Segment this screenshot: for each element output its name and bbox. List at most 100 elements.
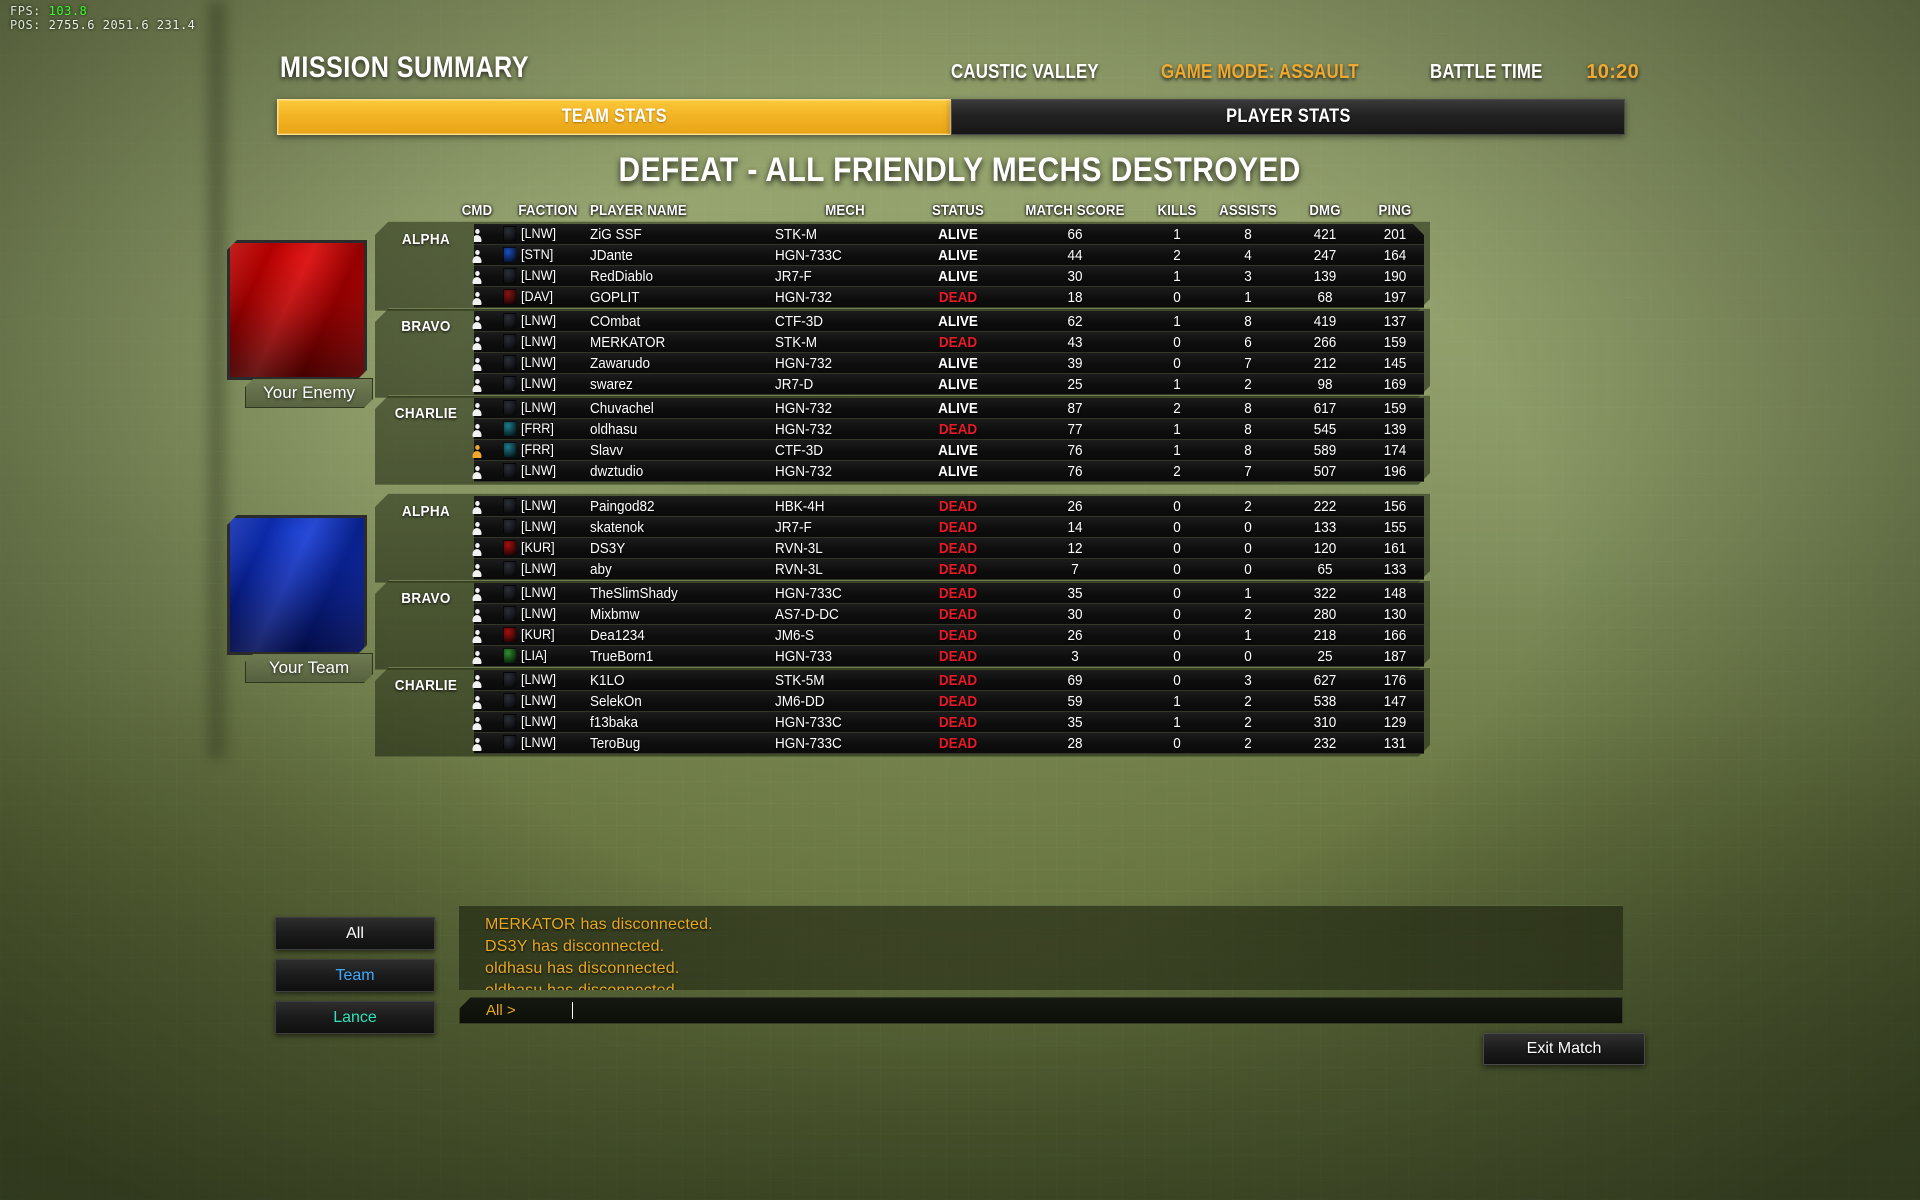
table-row[interactable]: [LNW] skatenok JR7-F DEAD 14 0 0 133 155	[472, 517, 1424, 538]
table-row[interactable]: [FRR] Slavv CTF-3D ALIVE 76 1 8 589 174	[472, 440, 1424, 461]
table-row[interactable]: [FRR] oldhasu HGN-732 DEAD 77 1 8 545 139	[472, 419, 1424, 440]
row-dmg: 212	[1313, 355, 1337, 372]
row-match-score: 66	[1067, 226, 1083, 243]
table-row[interactable]: [LNW] MERKATOR STK-M DEAD 43 0 6 266 159	[472, 332, 1424, 353]
row-ping: 129	[1383, 714, 1407, 731]
row-cmd-cell	[450, 519, 504, 536]
scoreboard: CMD FACTION PLAYER NAME MECH STATUS MATC…	[275, 202, 1645, 754]
row-faction-cell: [LNW]	[503, 333, 584, 349]
row-match-score: 76	[1067, 442, 1083, 459]
lance-label: CHARLIE	[394, 405, 458, 422]
table-row[interactable]: [LNW] SelekOn JM6-DD DEAD 59 1 2 538 147	[472, 691, 1424, 712]
table-row[interactable]: [LNW] COmbat CTF-3D ALIVE 62 1 8 419 137	[472, 311, 1424, 332]
row-match-score: 14	[1067, 519, 1083, 536]
row-mech: JR7-F	[775, 519, 812, 536]
table-row[interactable]: [KUR] DS3Y RVN-3L DEAD 12 0 0 120 161	[472, 538, 1424, 559]
table-row[interactable]: [KUR] Dea1234 JM6-S DEAD 26 0 1 218 166	[472, 625, 1424, 646]
faction-badge-icon	[503, 497, 517, 513]
row-ping: 166	[1383, 627, 1407, 644]
row-dmg: 322	[1313, 585, 1337, 602]
row-dmg: 218	[1313, 627, 1337, 644]
faction-tag: [LNW]	[521, 671, 557, 687]
table-row[interactable]: [LNW] swarez JR7-D ALIVE 25 1 2 98 169	[472, 374, 1424, 395]
status-badge: DEAD	[938, 289, 978, 306]
person-icon	[472, 402, 482, 416]
result-banner-text: DEFEAT - ALL FRIENDLY MECHS DESTROYED	[618, 151, 1302, 189]
row-match-score: 43	[1067, 334, 1083, 351]
table-row[interactable]: [LNW] K1LO STK-5M DEAD 69 0 3 627 176	[472, 670, 1424, 691]
faction-tag: [LNW]	[521, 312, 557, 328]
row-kills: 0	[1173, 355, 1181, 372]
faction-badge-icon	[503, 441, 517, 457]
faction-tag: [LNW]	[521, 375, 557, 391]
row-dmg: 98	[1317, 376, 1333, 393]
row-cmd-cell	[450, 421, 504, 438]
chat-input[interactable]	[573, 998, 1622, 1023]
chat-channel-all-button[interactable]: All	[275, 917, 435, 950]
row-faction-cell: [LNW]	[503, 267, 584, 283]
row-dmg: 222	[1313, 498, 1337, 515]
status-badge: DEAD	[938, 606, 978, 623]
faction-tag: [LNW]	[521, 605, 557, 621]
row-mech: HGN-733	[775, 648, 833, 665]
row-cmd-cell	[450, 289, 504, 306]
table-row[interactable]: [LNW] aby RVN-3L DEAD 7 0 0 65 133	[472, 559, 1424, 580]
table-row[interactable]: [LNW] Chuvachel HGN-732 ALIVE 87 2 8 617 159	[472, 398, 1424, 419]
table-row[interactable]: [STN] JDante HGN-733C ALIVE 44 2 4 247 164	[472, 245, 1424, 266]
row-dmg: 419	[1313, 313, 1337, 330]
lance-label: BRAVO	[401, 318, 451, 335]
table-row[interactable]: [LNW] TheSlimShady HGN-733C DEAD 35 0 1 322 148	[472, 583, 1424, 604]
team-block-enemy: ALPHA [LNW] ZiG SSF STK-M ALIVE 66 1 8 421 201 [ST…	[275, 224, 1645, 482]
row-player-name: RedDiablo	[590, 268, 654, 285]
chat-input-bar[interactable]: All >	[459, 997, 1623, 1024]
table-row[interactable]: [LIA] TrueBorn1 HGN-733 DEAD 3 0 0 25 187	[472, 646, 1424, 667]
table-row[interactable]: [LNW] Zawarudo HGN-732 ALIVE 39 0 7 212 145	[472, 353, 1424, 374]
tab-team-stats-label: TEAM STATS	[561, 106, 667, 127]
exit-match-button[interactable]: Exit Match	[1483, 1033, 1645, 1065]
row-ping: 190	[1383, 268, 1407, 285]
table-row[interactable]: [LNW] dwztudio HGN-732 ALIVE 76 2 7 507 196	[472, 461, 1424, 482]
table-row[interactable]: [LNW] Paingod82 HBK-4H DEAD 26 0 2 222 156	[472, 496, 1424, 517]
table-row[interactable]: [LNW] f13baka HGN-733C DEAD 35 1 2 310 129	[472, 712, 1424, 733]
row-assists: 2	[1244, 714, 1252, 731]
row-faction-cell: [FRR]	[503, 441, 584, 457]
row-kills: 0	[1173, 606, 1181, 623]
row-kills: 2	[1173, 247, 1181, 264]
faction-tag: [LNW]	[521, 462, 557, 478]
row-ping: 131	[1383, 735, 1407, 752]
chat-channel-lance-button[interactable]: Lance	[275, 1001, 435, 1034]
row-assists: 7	[1244, 463, 1252, 480]
person-icon	[472, 500, 482, 514]
row-dmg: 266	[1313, 334, 1337, 351]
tab-player-stats[interactable]: PLAYER STATS	[951, 99, 1625, 135]
panel-header: MISSION SUMMARY CAUSTIC VALLEY GAME MODE…	[275, 51, 1645, 95]
table-row[interactable]: [LNW] RedDiablo JR7-F ALIVE 30 1 3 139 190	[472, 266, 1424, 287]
table-row[interactable]: [LNW] ZiG SSF STK-M ALIVE 66 1 8 421 201	[474, 224, 1424, 245]
row-faction-cell: [LNW]	[503, 518, 584, 534]
row-ping: 197	[1383, 289, 1407, 306]
row-dmg: 68	[1317, 289, 1333, 306]
hud-fps-line: FPS: 103.8	[10, 4, 195, 18]
row-kills: 2	[1173, 400, 1181, 417]
status-badge: DEAD	[938, 561, 978, 578]
row-mech: HBK-4H	[775, 498, 825, 515]
table-row[interactable]: [LNW] TeroBug HGN-733C DEAD 28 0 2 232 131	[472, 733, 1424, 754]
row-mech: RVN-3L	[775, 561, 823, 578]
chat-log[interactable]: MERKATOR has disconnected. DS3Y has disco…	[459, 905, 1623, 990]
table-row[interactable]: [DAV] GOPLIT HGN-732 DEAD 18 0 1 68 197	[472, 287, 1424, 308]
row-player-name: JDante	[590, 247, 633, 264]
chat-channel-team-button[interactable]: Team	[275, 959, 435, 992]
faction-badge-icon	[503, 312, 517, 328]
column-header-kills: KILLS	[1157, 202, 1197, 219]
person-icon	[472, 695, 482, 709]
commander-icon	[472, 444, 482, 458]
row-faction-cell: [KUR]	[503, 539, 584, 555]
person-icon	[472, 229, 482, 242]
faction-badge-icon	[503, 647, 517, 663]
row-kills: 0	[1173, 289, 1181, 306]
table-row[interactable]: [LNW] Mixbmw AS7-D-DC DEAD 30 0 2 280 130	[472, 604, 1424, 625]
row-player-name: DS3Y	[590, 540, 626, 557]
status-badge: ALIVE	[938, 226, 978, 243]
row-player-name: GOPLIT	[590, 289, 640, 306]
tab-team-stats[interactable]: TEAM STATS	[277, 99, 951, 135]
